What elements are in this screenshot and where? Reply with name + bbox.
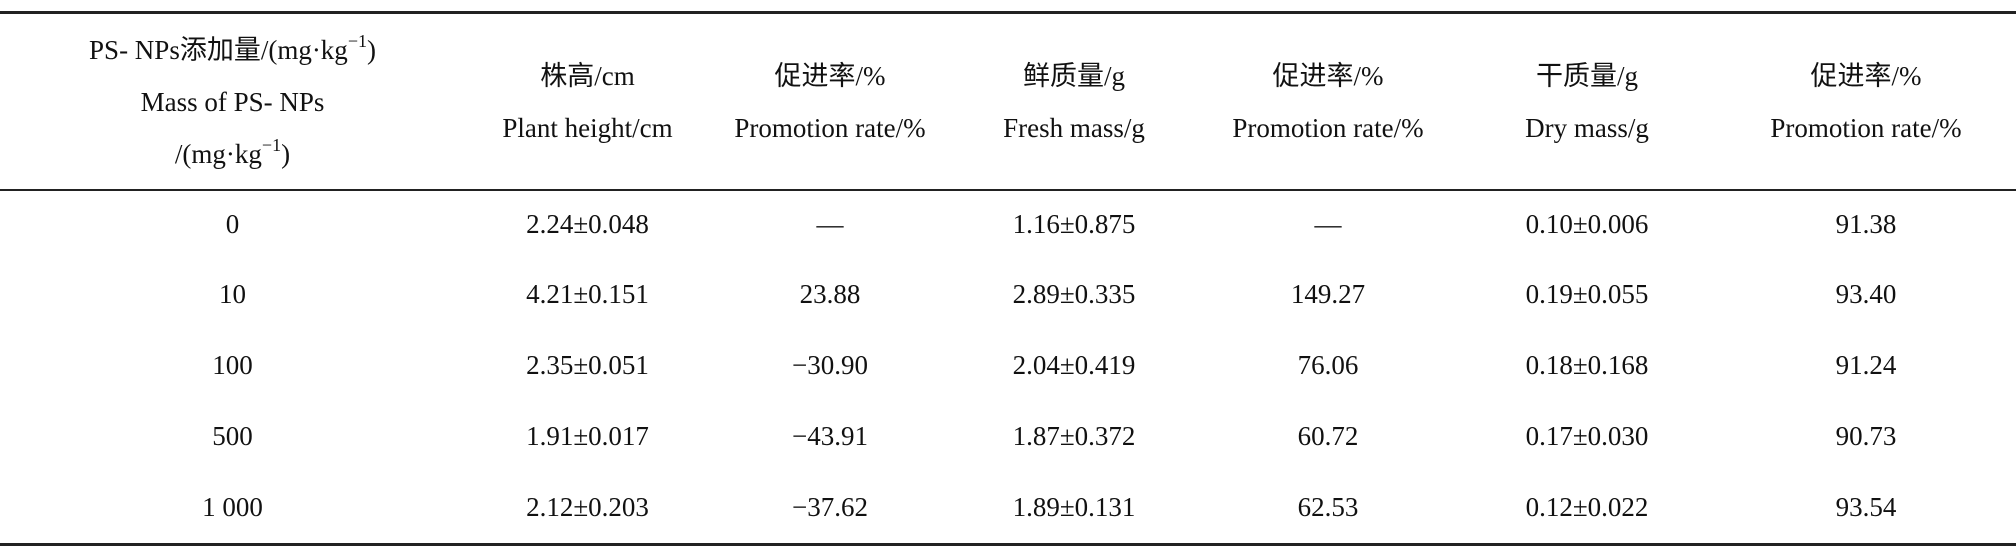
- cell-promotion-fresh: —: [1314, 208, 1342, 239]
- cell-promotion-height: —: [816, 208, 844, 239]
- header-row: PS- NPs添加量/(mg·kg−1) Mass of PS- NPs /(m…: [0, 14, 2016, 189]
- cell-promotion-fresh: 60.72: [1297, 421, 1359, 451]
- header-cn: 干质量/g: [1535, 60, 1638, 91]
- cell-plant-height: 4.21±0.151: [526, 279, 649, 309]
- header-en: Promotion rate/%: [1770, 112, 1962, 143]
- cell-mass: 100: [212, 350, 253, 380]
- table-header: PS- NPs添加量/(mg·kg−1) Mass of PS- NPs /(m…: [0, 14, 2016, 189]
- table-top-rule: [0, 11, 2016, 14]
- cell-fresh-mass: 1.87±0.372: [1012, 421, 1136, 451]
- cell-dry-mass: 0.12±0.022: [1525, 492, 1649, 522]
- cell-promotion-height: −30.90: [792, 350, 868, 380]
- cell-dry-mass: 0.17±0.030: [1525, 421, 1649, 451]
- cell-promotion-height: −43.91: [792, 421, 868, 451]
- table-bottom-rule: [0, 543, 2016, 546]
- header-cn-close: ): [366, 34, 376, 65]
- header-en: Promotion rate/%: [1232, 112, 1424, 143]
- header-mass-of-ps-nps: PS- NPs添加量/(mg·kg−1) Mass of PS- NPs /(m…: [0, 14, 465, 189]
- cell-promotion-fresh: 76.06: [1297, 350, 1359, 380]
- header-en: Mass of PS- NPs: [140, 86, 325, 117]
- header-en: Plant height/cm: [502, 112, 673, 143]
- header-promotion-rate-dry: 促进率/% Promotion rate/%: [1716, 14, 2016, 189]
- header-fresh-mass: 鲜质量/g Fresh mass/g: [950, 14, 1198, 189]
- cell-mass: 500: [212, 421, 253, 451]
- header-cn: 鲜质量/g: [1022, 60, 1125, 91]
- results-table: PS- NPs添加量/(mg·kg−1) Mass of PS- NPs /(m…: [0, 14, 2016, 543]
- header-dry-mass: 干质量/g Dry mass/g: [1458, 14, 1716, 189]
- cell-dry-mass: 0.10±0.006: [1525, 208, 1649, 239]
- cell-mass: 10: [219, 279, 246, 309]
- header-en-close: ): [281, 138, 291, 169]
- cell-promotion-dry: 93.54: [1835, 492, 1897, 522]
- cell-plant-height: 2.12±0.203: [526, 492, 649, 522]
- table-row: 100 2.35±0.051 −30.90 2.04±0.419 76.06 0…: [0, 330, 2016, 401]
- header-cn: PS- NPs添加量/(mg·kg: [89, 34, 348, 65]
- table-header-rule: [0, 189, 2016, 191]
- cell-fresh-mass: 2.89±0.335: [1012, 279, 1136, 309]
- cell-promotion-dry: 91.24: [1835, 350, 1897, 380]
- table-body: 0 2.24±0.048 — 1.16±0.875 — 0.10±0.006 9…: [0, 189, 2016, 543]
- cell-mass: 0: [225, 208, 240, 239]
- cell-promotion-dry: 90.73: [1835, 421, 1897, 451]
- header-en-unit: /(mg·kg: [174, 138, 262, 169]
- table-row: 1 000 2.12±0.203 −37.62 1.89±0.131 62.53…: [0, 472, 2016, 543]
- header-plant-height: 株高/cm Plant height/cm: [465, 14, 710, 189]
- header-cn: 促进率/%: [1272, 60, 1384, 91]
- cell-fresh-mass: 1.89±0.131: [1012, 492, 1136, 522]
- cell-plant-height: 2.35±0.051: [526, 350, 649, 380]
- header-en: Dry mass/g: [1525, 112, 1649, 143]
- cell-mass: 1 000: [202, 492, 263, 522]
- cell-plant-height: 2.24±0.048: [526, 208, 649, 239]
- header-cn: 促进率/%: [1810, 60, 1922, 91]
- cell-promotion-height: −37.62: [792, 492, 868, 522]
- cell-promotion-dry: 93.40: [1835, 279, 1897, 309]
- header-en: Promotion rate/%: [734, 112, 926, 143]
- header-cn-superscript: −1: [347, 30, 367, 51]
- cell-promotion-fresh: 62.53: [1297, 492, 1359, 522]
- header-cn: 株高/cm: [540, 60, 635, 91]
- table-row: 500 1.91±0.017 −43.91 1.87±0.372 60.72 0…: [0, 401, 2016, 472]
- header-en-superscript: −1: [261, 134, 282, 155]
- cell-dry-mass: 0.18±0.168: [1525, 350, 1649, 380]
- header-cn: 促进率/%: [774, 60, 886, 91]
- cell-promotion-dry: 91.38: [1835, 208, 1897, 239]
- header-promotion-rate-fresh: 促进率/% Promotion rate/%: [1198, 14, 1458, 189]
- cell-fresh-mass: 1.16±0.875: [1012, 208, 1136, 239]
- table-row: 10 4.21±0.151 23.88 2.89±0.335 149.27 0.…: [0, 259, 2016, 330]
- cell-promotion-fresh: 149.27: [1290, 279, 1366, 309]
- cell-promotion-height: 23.88: [799, 279, 861, 309]
- cell-dry-mass: 0.19±0.055: [1525, 279, 1649, 309]
- cell-plant-height: 1.91±0.017: [526, 421, 649, 451]
- cell-fresh-mass: 2.04±0.419: [1012, 350, 1136, 380]
- header-en: Fresh mass/g: [1003, 112, 1145, 143]
- header-promotion-rate-height: 促进率/% Promotion rate/%: [710, 14, 950, 189]
- table-row: 0 2.24±0.048 — 1.16±0.875 — 0.10±0.006 9…: [0, 189, 2016, 259]
